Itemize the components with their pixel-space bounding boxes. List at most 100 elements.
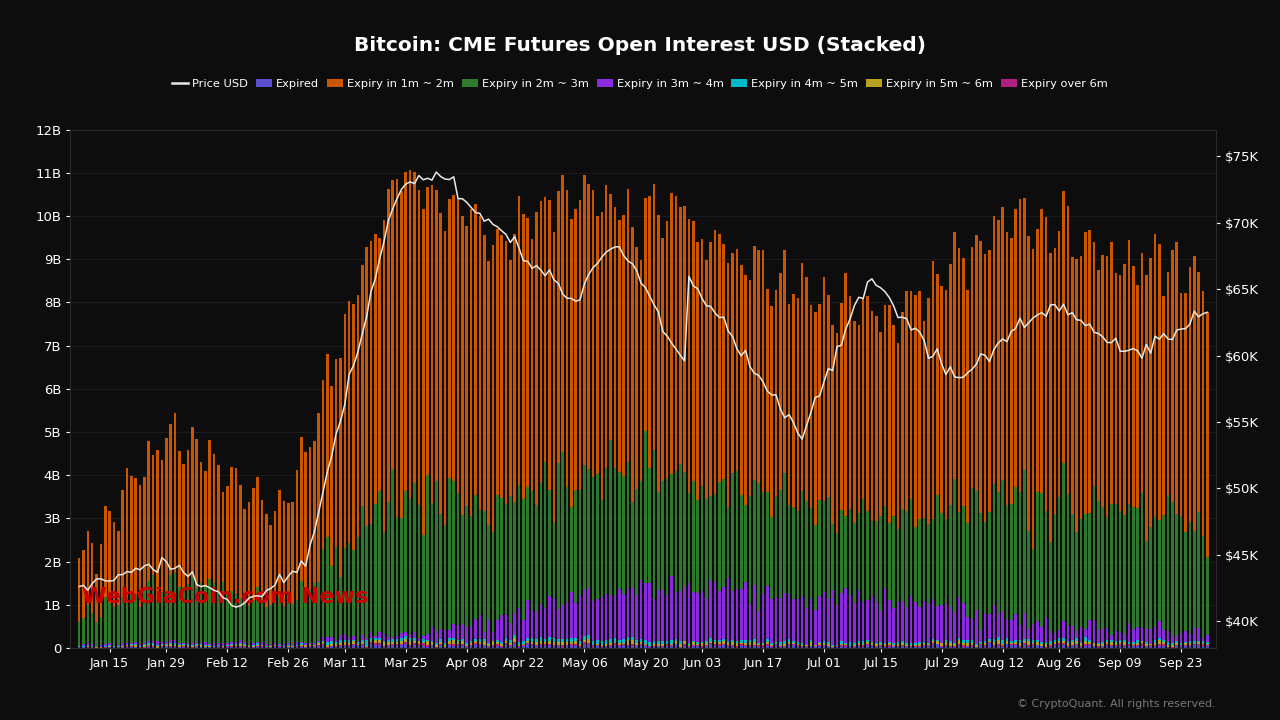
Bar [765, 639, 769, 642]
Bar [408, 635, 411, 638]
Bar [662, 641, 664, 644]
Bar [470, 641, 472, 644]
Bar [357, 536, 360, 641]
Bar [292, 503, 294, 604]
Bar [326, 642, 329, 645]
Bar [979, 241, 982, 513]
Bar [452, 480, 454, 624]
Bar [147, 441, 150, 582]
Bar [1044, 644, 1047, 647]
Bar [584, 640, 586, 642]
Bar [1001, 647, 1004, 648]
Bar [261, 500, 264, 600]
Bar [579, 595, 581, 641]
Bar [1128, 240, 1130, 504]
Bar [932, 639, 934, 642]
Bar [470, 626, 472, 641]
Bar [1053, 248, 1056, 515]
Bar [635, 640, 637, 643]
Bar [326, 354, 329, 537]
Bar [339, 635, 342, 639]
Bar [492, 245, 494, 532]
Bar [160, 644, 163, 646]
Bar [343, 642, 346, 644]
Bar [588, 588, 590, 635]
Bar [225, 643, 229, 645]
Bar [187, 450, 189, 584]
Bar [317, 642, 320, 643]
Bar [335, 646, 338, 647]
Bar [635, 646, 637, 648]
Bar [997, 220, 1000, 492]
Bar [1032, 640, 1034, 642]
Bar [474, 204, 477, 495]
Bar [787, 595, 791, 639]
Bar [562, 605, 564, 639]
Bar [300, 437, 302, 581]
Bar [591, 477, 594, 600]
Bar [635, 489, 637, 595]
Bar [470, 646, 472, 648]
Bar [1001, 640, 1004, 644]
Bar [749, 642, 751, 645]
Bar [165, 647, 168, 648]
Bar [404, 491, 407, 632]
Bar [792, 644, 795, 645]
Bar [1057, 643, 1061, 645]
Bar [1162, 646, 1165, 648]
Bar [596, 645, 599, 646]
Bar [792, 599, 795, 641]
Bar [535, 505, 538, 612]
Bar [644, 647, 646, 648]
Bar [753, 246, 755, 480]
Bar [200, 645, 202, 647]
Bar [343, 548, 346, 634]
Bar [1153, 646, 1156, 648]
Bar [644, 431, 646, 582]
Bar [809, 305, 813, 508]
Bar [218, 465, 220, 591]
Bar [705, 499, 708, 598]
Bar [204, 472, 207, 587]
Bar [627, 640, 630, 644]
Bar [649, 468, 652, 583]
Bar [1158, 621, 1161, 637]
Bar [261, 600, 264, 642]
Bar [435, 190, 438, 481]
Bar [796, 298, 799, 510]
Bar [736, 471, 739, 589]
Bar [854, 523, 856, 603]
Bar [832, 646, 835, 647]
Bar [762, 644, 764, 645]
Bar [854, 646, 856, 647]
Bar [591, 647, 594, 648]
Bar [365, 638, 367, 640]
Bar [696, 593, 699, 642]
Bar [300, 645, 302, 646]
Bar [736, 641, 739, 644]
Bar [984, 647, 987, 648]
Bar [705, 598, 708, 642]
Bar [122, 647, 124, 648]
Bar [1137, 508, 1139, 626]
Bar [396, 645, 398, 648]
Bar [239, 641, 242, 643]
Bar [308, 643, 311, 644]
Bar [927, 604, 929, 643]
Bar [361, 645, 364, 648]
Bar [687, 644, 690, 646]
Bar [836, 533, 838, 605]
Bar [809, 508, 813, 599]
Bar [1115, 505, 1117, 631]
Bar [125, 645, 128, 647]
Text: Bitcoin: CME Futures Open Interest USD (Stacked): Bitcoin: CME Futures Open Interest USD (… [355, 36, 925, 55]
Bar [814, 312, 817, 526]
Bar [758, 644, 760, 645]
Bar [517, 642, 521, 645]
Bar [557, 642, 559, 644]
Bar [143, 590, 146, 642]
Bar [801, 647, 804, 648]
Bar [87, 644, 90, 645]
Bar [609, 439, 612, 595]
Bar [270, 605, 273, 645]
